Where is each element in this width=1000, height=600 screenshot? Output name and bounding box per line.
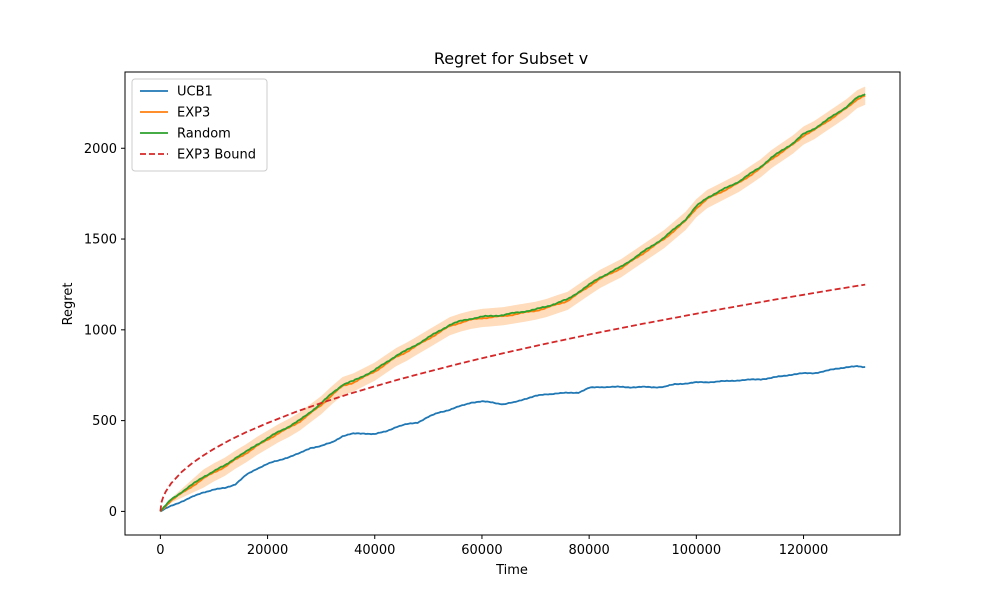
plot-frame	[124, 71, 901, 536]
series-line-random	[159, 93, 866, 512]
y-tick-label: 0	[109, 505, 117, 520]
y-tick-label: 2000	[84, 142, 117, 157]
x-tick-label: 0	[156, 543, 164, 558]
chart-title: Regret for Subset v	[434, 49, 588, 68]
series-line-exp3	[159, 94, 866, 513]
y-tick-label: 1000	[84, 323, 117, 338]
legend-label: EXP3	[177, 106, 210, 121]
legend-label: UCB1	[177, 85, 213, 100]
legend-label: EXP3 Bound	[177, 148, 256, 163]
y-tick-label: 500	[92, 414, 117, 429]
y-axis-label: Regret	[61, 283, 76, 326]
legend-box	[131, 78, 268, 172]
x-tick-label: 40000	[354, 543, 395, 558]
x-tick-label: 120000	[779, 543, 829, 558]
x-axis-label: Time	[495, 563, 528, 578]
x-tick-label: 100000	[672, 543, 722, 558]
x-tick-label: 60000	[461, 543, 502, 558]
series-line-exp3-bound	[159, 283, 866, 512]
y-tick-label: 1500	[84, 233, 117, 248]
x-tick-label: 80000	[568, 543, 609, 558]
exp3-confidence-band	[160, 86, 866, 512]
x-tick-label: 20000	[247, 543, 288, 558]
legend-label: Random	[177, 127, 231, 142]
legend: UCB1 EXP3 Random EXP3 Bound	[131, 78, 268, 172]
series-line-ucb1	[159, 365, 866, 513]
